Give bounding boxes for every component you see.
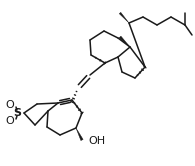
Text: O: O (6, 116, 14, 126)
Polygon shape (119, 12, 129, 23)
Text: OH: OH (88, 136, 105, 146)
Text: S: S (13, 108, 21, 118)
Polygon shape (76, 128, 83, 141)
Text: O: O (6, 100, 14, 110)
Polygon shape (119, 36, 130, 47)
